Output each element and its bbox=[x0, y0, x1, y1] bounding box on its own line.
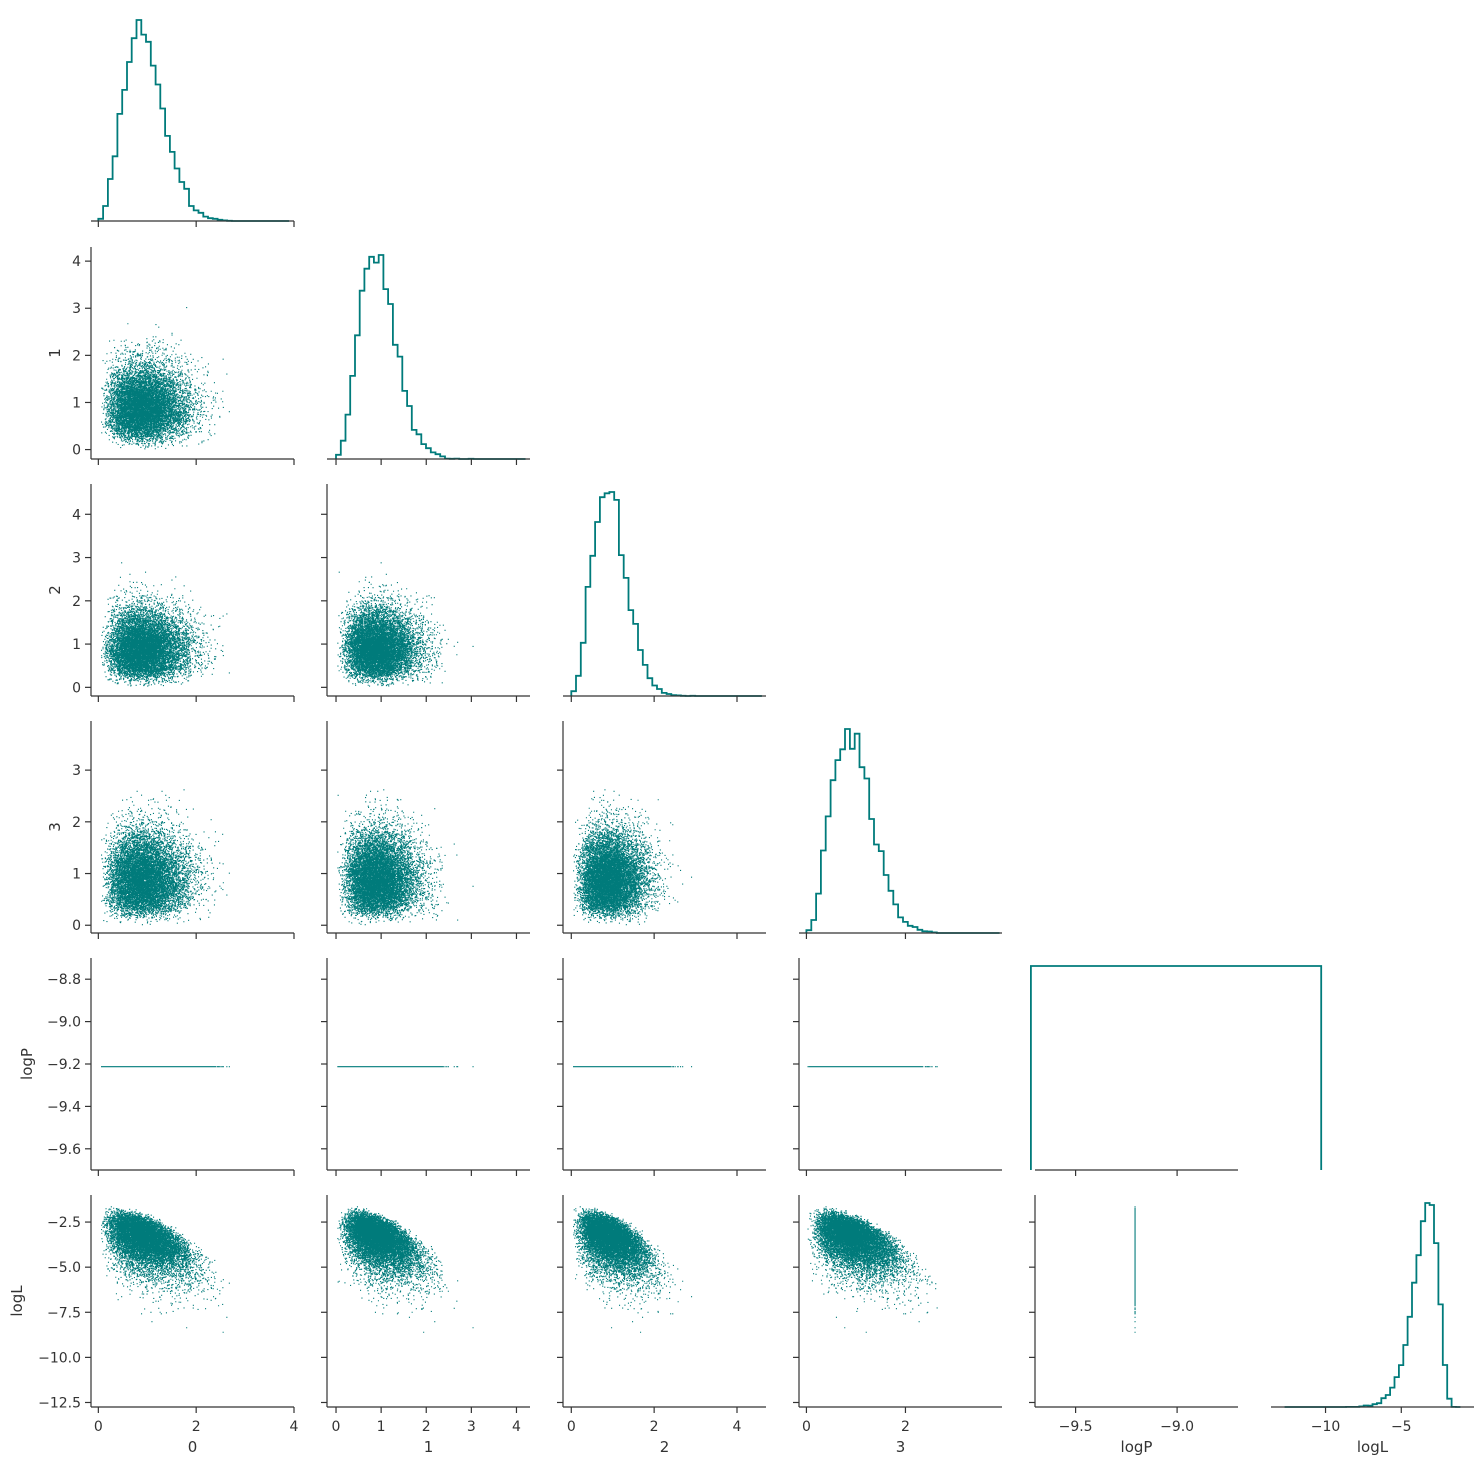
histogram-0 bbox=[97, 19, 290, 222]
x-tick-label: 4 bbox=[733, 1419, 742, 1435]
y-tick-label: 3 bbox=[72, 763, 81, 779]
histogram-1 bbox=[335, 254, 526, 460]
x-tick-label: 0 bbox=[567, 1419, 576, 1435]
x-axis-label-1: 1 bbox=[424, 1438, 434, 1456]
y-tick-label: −12.5 bbox=[38, 1395, 81, 1411]
x-tick-label: 4 bbox=[290, 1419, 299, 1435]
panel-logL-vs-logL: −10 −5 bbox=[1271, 1202, 1474, 1435]
panel-3-vs-0: 0 1 2 3 bbox=[72, 721, 295, 939]
y-tick-label: −8.8 bbox=[47, 972, 81, 988]
x-axis-label-logP: logP bbox=[1121, 1438, 1153, 1456]
y-axis-label-logL: logL bbox=[8, 1285, 26, 1317]
y-axis-label-3: 3 bbox=[46, 822, 64, 832]
y-tick-label: 3 bbox=[72, 301, 81, 317]
panel-logL-vs-2: 0 2 4 bbox=[557, 1195, 766, 1435]
y-tick-label: 1 bbox=[72, 867, 81, 883]
x-tick-label: −9.5 bbox=[1059, 1419, 1093, 1435]
y-tick-label: −2.5 bbox=[47, 1215, 81, 1231]
x-tick-label: −9.0 bbox=[1160, 1419, 1194, 1435]
x-axis-label-3: 3 bbox=[896, 1438, 906, 1456]
y-tick-label: 0 bbox=[72, 680, 81, 696]
panel-logP-vs-0: −8.8 −9.0 −9.2 −9.4 −9.6 bbox=[47, 958, 295, 1176]
scatter-logL-vs-1 bbox=[337, 1206, 474, 1333]
histogram-3 bbox=[805, 728, 1000, 934]
y-axis-label-1: 1 bbox=[46, 348, 64, 358]
panel-2-vs-0: 0 1 2 3 4 bbox=[72, 484, 295, 702]
scatter-logP-vs-2 bbox=[573, 1066, 693, 1068]
x-tick-label: 2 bbox=[192, 1419, 201, 1435]
panel-1-vs-0: 0 1 2 3 4 bbox=[72, 247, 295, 465]
y-tick-label: 0 bbox=[72, 918, 81, 934]
scatter-1-vs-0 bbox=[101, 307, 230, 450]
scatter-logL-vs-3 bbox=[807, 1206, 938, 1333]
panel-2-vs-2 bbox=[563, 491, 766, 702]
panel-0-vs-0 bbox=[91, 19, 295, 227]
scatter-2-vs-1 bbox=[337, 562, 474, 687]
x-tick-label: 4 bbox=[512, 1419, 521, 1435]
panel-1-vs-1 bbox=[327, 254, 530, 465]
x-tick-label: 0 bbox=[332, 1419, 341, 1435]
y-tick-label: −5.0 bbox=[47, 1260, 81, 1276]
scatter-logL-vs-0 bbox=[101, 1206, 230, 1333]
panel-logL-vs-logP: −9.5 −9.0 bbox=[1029, 1195, 1238, 1435]
y-tick-label: 2 bbox=[72, 594, 81, 610]
x-tick-label: 2 bbox=[650, 1419, 659, 1435]
x-tick-label: 2 bbox=[422, 1419, 431, 1435]
histogram-2 bbox=[570, 491, 762, 697]
scatter-logP-vs-1 bbox=[337, 1066, 474, 1068]
panel-2-vs-1 bbox=[321, 484, 530, 702]
scatter-logP-vs-0 bbox=[101, 1066, 230, 1068]
x-tick-label: 1 bbox=[377, 1419, 386, 1435]
panel-3-vs-3 bbox=[799, 728, 1002, 939]
panel-logP-vs-logP bbox=[1030, 965, 1323, 1176]
y-tick-label: −9.0 bbox=[47, 1015, 81, 1031]
y-tick-label: −10.0 bbox=[38, 1350, 81, 1366]
y-tick-label: 1 bbox=[72, 637, 81, 653]
scatter-3-vs-2 bbox=[573, 789, 693, 926]
y-axis-label-2: 2 bbox=[46, 585, 64, 595]
scatter-3-vs-1 bbox=[337, 789, 474, 926]
y-tick-label: −7.5 bbox=[47, 1305, 81, 1321]
y-tick-label: 4 bbox=[72, 254, 81, 270]
x-tick-label: −5 bbox=[1391, 1419, 1412, 1435]
y-tick-label: −9.4 bbox=[47, 1099, 81, 1115]
x-tick-label: 0 bbox=[94, 1419, 103, 1435]
histogram-logL bbox=[1284, 1202, 1461, 1408]
y-tick-label: 2 bbox=[72, 348, 81, 364]
x-axis-label-0: 0 bbox=[188, 1438, 198, 1456]
scatter-3-vs-0 bbox=[101, 789, 230, 926]
y-axis-label-logP: logP bbox=[18, 1048, 36, 1080]
panel-3-vs-1 bbox=[321, 721, 530, 939]
scatter-2-vs-0 bbox=[101, 562, 230, 687]
scatter-logL-vs-logP bbox=[1134, 1206, 1136, 1333]
scatter-logP-vs-3 bbox=[807, 1066, 938, 1068]
x-axis-label-logL: logL bbox=[1357, 1438, 1389, 1456]
panel-logL-vs-0: 0 2 4 −2.5 −5.0 −7.5 −10.0 −12.5 bbox=[38, 1195, 299, 1435]
panel-logP-vs-3 bbox=[793, 958, 1002, 1176]
x-axis-label-2: 2 bbox=[660, 1438, 670, 1456]
x-tick-label: 3 bbox=[467, 1419, 476, 1435]
y-tick-label: −9.6 bbox=[47, 1142, 81, 1158]
scatter-logL-vs-2 bbox=[573, 1206, 693, 1333]
y-tick-label: 4 bbox=[72, 507, 81, 523]
x-tick-label: 2 bbox=[901, 1419, 910, 1435]
x-tick-label: 0 bbox=[802, 1419, 811, 1435]
y-tick-label: 2 bbox=[72, 815, 81, 831]
histogram-logP bbox=[1030, 965, 1323, 1170]
panel-3-vs-2 bbox=[557, 721, 766, 939]
y-tick-label: 1 bbox=[72, 395, 81, 411]
panel-logP-vs-1 bbox=[321, 958, 530, 1176]
panel-logP-vs-2 bbox=[557, 958, 766, 1176]
y-tick-label: 3 bbox=[72, 551, 81, 567]
y-tick-label: −9.2 bbox=[47, 1057, 81, 1073]
y-tick-label: 0 bbox=[72, 443, 81, 459]
panel-logL-vs-1: 0 1 2 3 4 bbox=[321, 1195, 530, 1435]
x-tick-label: −10 bbox=[1311, 1419, 1341, 1435]
